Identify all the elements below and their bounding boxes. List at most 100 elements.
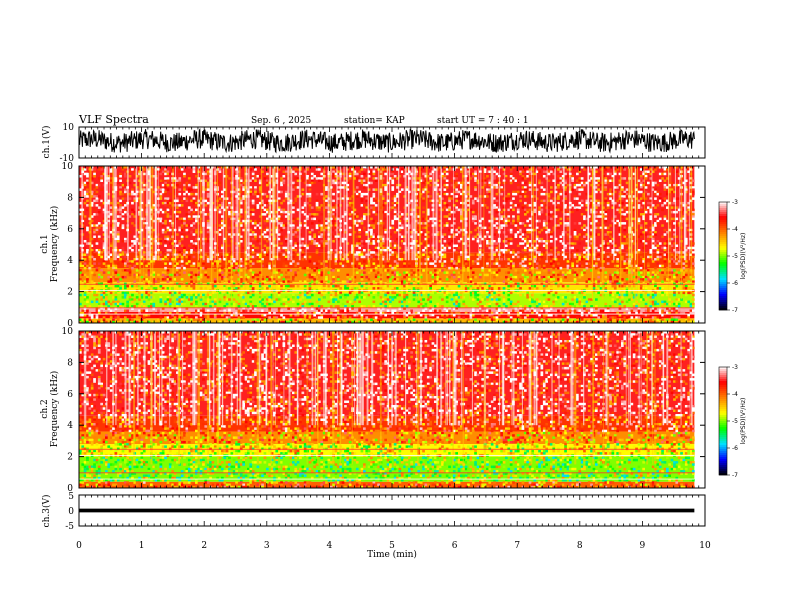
ch1-spectrogram-cell <box>417 195 421 198</box>
ch1-spectrogram-cell <box>263 228 267 232</box>
ch1-spectrogram-cell <box>116 181 120 185</box>
ch1-spectrogram-cell <box>372 195 376 198</box>
ch1-spectrogram-cell <box>128 242 132 245</box>
ch1-spectrogram-cell <box>403 217 406 221</box>
ch1-spectrogram-cell <box>161 273 165 277</box>
ch1-spectrogram-cell <box>505 240 508 243</box>
ch1-spectrogram-cell <box>318 320 321 324</box>
ch1-spectrogram-cell <box>372 208 376 212</box>
ch1-spectrogram-cell <box>239 262 243 265</box>
ch1-spectrogram-cell <box>121 206 125 209</box>
ch1-spectrogram-cell <box>365 233 369 236</box>
ch1-spectrogram-cell <box>280 237 283 241</box>
ch1-spectrogram-cell <box>204 302 208 306</box>
ch1-spectrogram-cell <box>164 266 167 270</box>
ch1-spectrogram-cell <box>258 181 262 185</box>
ch1-spectrogram-cell <box>488 181 492 185</box>
ch1-spectrogram-cell <box>372 219 376 223</box>
ch1-spectrogram-cell <box>303 273 307 277</box>
ch1-spectrogram-cell <box>81 320 85 324</box>
ch1-spectrogram-cell <box>109 275 113 279</box>
ch1-spectrogram-cell <box>481 217 484 221</box>
ch1-spectrogram-cell <box>521 192 525 196</box>
ch1-spectrogram-cell <box>507 266 511 270</box>
ch1-spectrogram-cell <box>417 244 421 247</box>
ch1-spectrogram-cell <box>344 210 347 214</box>
ch1-spectrogram-cell <box>213 278 217 281</box>
ch1-spectrogram-cell <box>128 266 132 270</box>
ch1-spectrogram-cell <box>195 280 198 283</box>
ch1-spectrogram-cell <box>275 219 279 223</box>
ch1-spectrogram-cell <box>441 305 444 308</box>
ch1-spectrogram-cell <box>277 246 281 250</box>
ch1-spectrogram-cell <box>223 275 227 279</box>
ch1-spectrogram-cell <box>391 186 395 189</box>
ch1-spectrogram-cell <box>268 311 271 315</box>
ch1-spectrogram-cell <box>114 271 118 274</box>
ch1-spectrogram-cell <box>93 228 96 232</box>
ch1-spectrogram-cell <box>379 278 383 281</box>
figure-title: VLF Spectra <box>78 113 149 126</box>
ch1-spectrogram-cell <box>386 291 390 295</box>
ch1-spectrogram-cell <box>90 195 94 198</box>
ch1-spectrogram-cell <box>450 262 454 265</box>
ch1-spectrogram-cell <box>100 251 103 254</box>
ch1-spectrogram-cell <box>251 201 255 205</box>
ch1-spectrogram-cell <box>500 210 503 214</box>
ch1-spectrogram-cell <box>147 291 151 295</box>
ch1-spectrogram-cell <box>464 260 468 263</box>
ch1-spectrogram-cell <box>83 296 87 299</box>
ch1-spectrogram-cell <box>152 311 156 315</box>
ch1-spectrogram-cell <box>403 175 406 178</box>
ch1-spectrogram-cell <box>315 201 319 205</box>
ch1-spectrogram-cell <box>114 275 118 279</box>
ch1-spectrogram-cell <box>389 280 392 283</box>
ch1-spectrogram-cell <box>195 192 198 196</box>
ch1-spectrogram-cell <box>318 269 321 272</box>
ch1-spectrogram-cell <box>112 320 115 324</box>
ch1-spectrogram-cell <box>509 170 513 173</box>
ch1-spectrogram-cell <box>93 188 96 191</box>
ch1-spectrogram-cell <box>450 258 454 261</box>
ch1-spectrogram-cell <box>109 258 113 261</box>
ch1-spectrogram-cell <box>360 305 364 308</box>
ch1-spectrogram-cell <box>391 172 395 176</box>
ch1-spectrogram-cell <box>436 271 440 274</box>
ch1-spectrogram-cell <box>159 195 163 198</box>
ch1-spectrogram-cell <box>318 307 321 310</box>
date-label: Sep. 6 , 2025 <box>251 116 311 126</box>
ch1-spectrogram-cell <box>242 181 245 185</box>
ch1-spectrogram-cell <box>192 244 196 247</box>
ch1-spectrogram-cell <box>168 215 172 218</box>
ch1-spectrogram-cell <box>412 271 416 274</box>
ch1-spectrogram-cell <box>460 266 463 270</box>
ch1-spectrogram-cell <box>344 287 347 290</box>
ch1-spectrogram-cell <box>150 175 153 178</box>
ch1-spectrogram-cell <box>403 195 406 198</box>
ch1-spectrogram-cell <box>450 235 454 238</box>
ch1-spectrogram-cell <box>190 318 193 321</box>
ch1-spectrogram-cell <box>372 177 376 180</box>
ch1-spectrogram-cell <box>270 293 274 297</box>
ch1-spectrogram-cell <box>266 172 269 176</box>
ch1-spectrogram-cell <box>334 217 338 221</box>
ch1-spectrogram-cell <box>379 186 383 189</box>
ch1-spectrogram-cell <box>247 266 250 270</box>
ch1-spectrogram-cell <box>344 231 347 234</box>
ch1-spectrogram-cell <box>79 222 82 225</box>
ch1-spectrogram-cell <box>379 224 383 227</box>
ch1-spectrogram-cell <box>185 213 189 216</box>
ch1-spectrogram-cell <box>471 298 475 301</box>
ch1-spectrogram-cell <box>438 175 442 178</box>
ch1-spectrogram-cell <box>266 179 269 182</box>
ch1-spectrogram-cell <box>244 302 248 306</box>
ch1-spectrogram-cell <box>493 271 496 274</box>
ch1-spectrogram-cell <box>228 260 231 263</box>
ch1-spectrogram-cell <box>429 195 432 198</box>
ch1-spectrogram-cell <box>173 260 177 263</box>
ch1-spectrogram-cell <box>124 275 127 279</box>
ch1-spectrogram-cell <box>166 249 170 252</box>
ch1-spectrogram-cell <box>334 311 338 315</box>
ch1-spectrogram-cell <box>396 291 399 295</box>
ch1-spectrogram-cell <box>481 253 484 256</box>
